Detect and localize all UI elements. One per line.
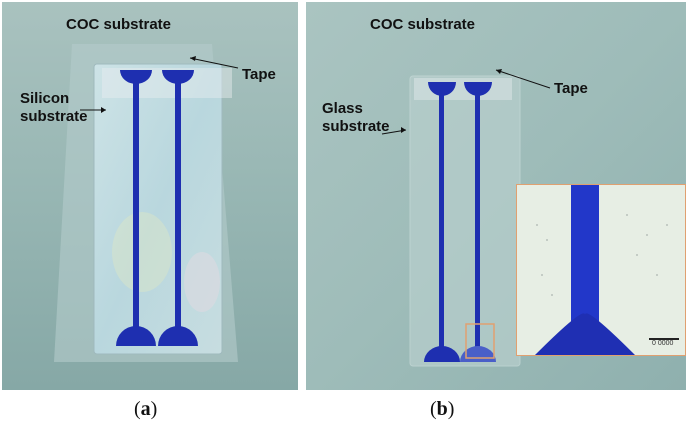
panel-a-photo xyxy=(2,2,298,390)
caption-a: (a) xyxy=(134,398,158,420)
inset-channel xyxy=(571,185,599,325)
inset-texture xyxy=(536,214,668,296)
panel-b-tape-label: Tape xyxy=(554,80,588,97)
zoom-region-box xyxy=(465,323,495,359)
tape-arrow-b xyxy=(495,69,551,89)
iridescent-patch xyxy=(112,212,172,292)
inset-reservoir xyxy=(535,313,635,355)
caption-b-letter: b xyxy=(436,398,448,420)
tape-arrow-a xyxy=(189,57,239,69)
reservoir-top-left xyxy=(120,70,152,84)
inset-scale-label: 0 0000 xyxy=(652,340,674,347)
reservoir-top-right xyxy=(162,70,194,84)
channel-left xyxy=(133,80,139,336)
substrate-arrowhead-b xyxy=(401,127,406,133)
channels-a xyxy=(116,70,198,346)
panel-a-substrate-label-line1: Silicon xyxy=(20,90,70,107)
inset-micrograph xyxy=(516,184,686,356)
panel-a-substrate-label-line2: substrate xyxy=(20,108,88,125)
reservoir-bottom-left xyxy=(116,326,156,346)
caption-a-letter: a xyxy=(140,398,151,420)
caption-b: (b) xyxy=(430,398,455,420)
panel-b-title: COC substrate xyxy=(370,16,476,33)
tape-arrowhead-b xyxy=(496,69,502,74)
channel-right xyxy=(175,80,181,336)
iridescent-patch xyxy=(184,252,220,312)
panel-b-substrate-label-line1: Glass xyxy=(322,100,363,117)
reservoir-top-left-b xyxy=(428,82,456,96)
panel-a-title: COC substrate xyxy=(66,16,172,33)
channel-right-b xyxy=(475,90,480,352)
tape-arrowhead-a xyxy=(190,56,196,61)
tape-strip-b xyxy=(414,78,512,100)
reservoir-bottom-left-b xyxy=(424,346,460,362)
inset-image xyxy=(517,185,685,355)
channel-left-b xyxy=(439,90,444,352)
substrate-arrowhead-a xyxy=(101,107,106,113)
panel-b-substrate-label-line2: substrate xyxy=(322,118,390,135)
glass-substrate xyxy=(409,75,521,367)
reservoir-bottom-right xyxy=(158,326,198,346)
panel-a-image xyxy=(2,2,298,390)
reservoir-top-right-b xyxy=(464,82,492,96)
panel-a-tape-label: Tape xyxy=(242,66,276,83)
